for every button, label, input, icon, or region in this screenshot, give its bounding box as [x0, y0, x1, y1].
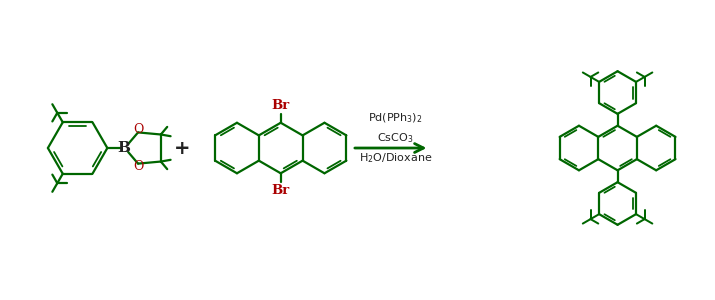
Text: Br: Br — [272, 99, 290, 112]
Text: O: O — [133, 123, 143, 136]
Text: H$_2$O/Dioxane: H$_2$O/Dioxane — [359, 151, 433, 165]
Text: B: B — [118, 141, 131, 155]
Text: O: O — [133, 160, 143, 172]
Text: Pd(PPh$_3$)$_2$: Pd(PPh$_3$)$_2$ — [368, 112, 423, 125]
Text: CsCO$_3$: CsCO$_3$ — [378, 131, 414, 145]
Text: +: + — [174, 139, 190, 158]
Text: Br: Br — [272, 184, 290, 197]
